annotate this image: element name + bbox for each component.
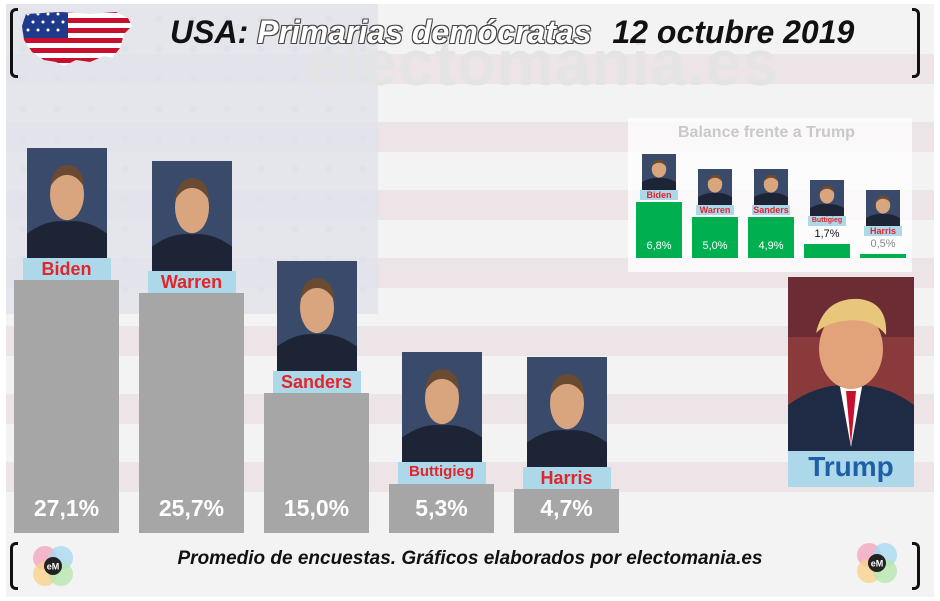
trump-photo [788, 277, 914, 451]
inset-candidate-label-sanders: Sanders [752, 205, 790, 216]
inset-candidate-photo-sanders [754, 169, 788, 206]
inset-candidate-label-harris: Harris [864, 225, 902, 236]
title-country: USA [170, 14, 238, 50]
title-main: Primarias demócratas [257, 14, 592, 50]
electomania-logo-icon: eM [33, 546, 73, 586]
candidate-photo-warren [151, 161, 232, 272]
logo-text: eM [871, 559, 884, 569]
title-date: 12 octubre 2019 [612, 14, 855, 50]
candidate-photo-harris [526, 357, 607, 468]
bar-buttigieg [389, 483, 494, 533]
footer-bracket-left [10, 542, 18, 590]
inset-candidate-photo-biden [642, 153, 676, 190]
trump-label: Trump [788, 451, 914, 487]
candidate-label-harris: Harris [522, 467, 611, 490]
inset-candidate-label-warren: Warren [696, 204, 734, 215]
bar-value-label: 4,7% [540, 495, 593, 521]
candidate-label-sanders: Sanders [272, 371, 361, 393]
inset-bar-value-label: 1,7% [814, 227, 840, 240]
bar-warren [139, 293, 244, 533]
electomania-logo-icon: eM [857, 543, 897, 583]
inset-bar-buttigieg [804, 243, 850, 258]
bar-value-label: 27,1% [33, 495, 100, 521]
footer-bracket-right [912, 542, 920, 590]
bar-biden [14, 280, 119, 533]
bar-value-label: 15,0% [283, 495, 350, 521]
title-bracket-right [912, 8, 920, 78]
inset-candidate-label-biden: Biden [640, 189, 678, 200]
candidate-label-warren: Warren [147, 271, 236, 294]
bar-sanders [264, 393, 369, 533]
footer-text: Promedio de encuestas. Gráficos elaborad… [177, 548, 763, 569]
page-title: USA: Primarias demócratas 12 octubre 201… [170, 14, 870, 64]
title-bracket-left [10, 8, 18, 78]
bar-value-label: 25,7% [158, 495, 225, 521]
inset-bar-sanders [748, 217, 794, 258]
candidate-label-biden: Biden [22, 258, 111, 281]
inset-candidate-label-buttigieg: Buttigieg [808, 215, 846, 226]
inset-bar-value-label: 5,0% [702, 240, 728, 252]
inset-bar-value-label: 4,9% [758, 240, 784, 252]
candidate-label-buttigieg: Buttigieg [397, 461, 486, 484]
inset-bar-value-label: 0,5% [870, 237, 896, 250]
inset-title: Balance frente a Trump [678, 124, 855, 141]
inset-bar-harris [860, 253, 906, 258]
candidate-photo-buttigieg [401, 351, 482, 462]
inset-bar-value-label: 6,8% [646, 240, 672, 252]
inset-candidate-photo-buttigieg [810, 179, 844, 216]
candidate-photo-biden [26, 148, 107, 259]
candidate-photo-sanders [276, 261, 357, 371]
inset-candidate-photo-warren [698, 168, 732, 205]
logo-text: eM [47, 562, 60, 572]
bar-value-label: 5,3% [415, 495, 468, 521]
inset-bar-biden [636, 201, 682, 258]
inset-candidate-photo-harris [866, 189, 900, 226]
inset-bar-warren [692, 216, 738, 258]
watermark: electomania.es [306, 27, 779, 99]
title-colon: : [237, 14, 249, 50]
bar-harris [514, 489, 619, 533]
usa-flag-map-icon [22, 12, 132, 66]
